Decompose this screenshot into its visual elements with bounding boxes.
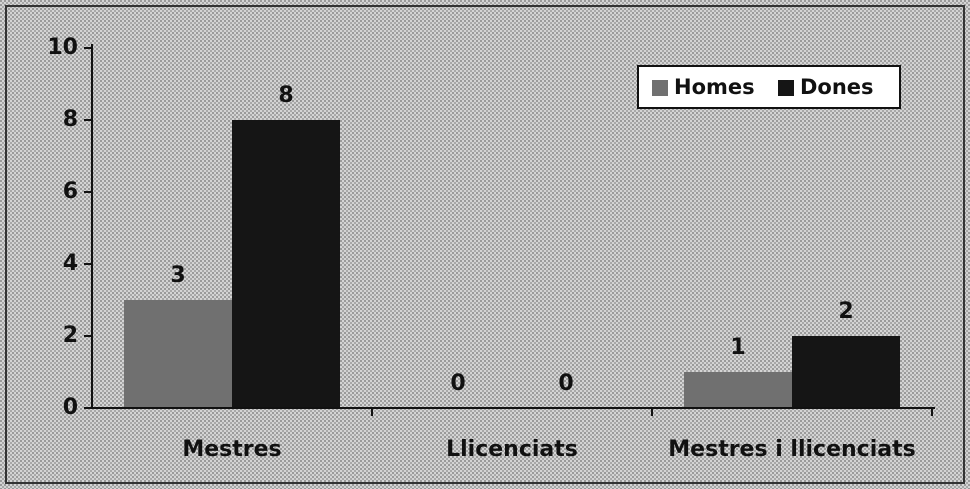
bar: [792, 336, 900, 408]
bar: [684, 372, 792, 408]
x-tick-label: Mestres i llicenciats: [668, 437, 915, 462]
y-tick-label: 0: [63, 395, 78, 420]
x-tick-label: Mestres: [182, 437, 281, 462]
y-tick-label: 10: [47, 35, 78, 60]
value-label: 1: [730, 335, 745, 360]
value-label: 3: [170, 263, 185, 288]
legend-box: [637, 65, 901, 109]
value-label: 0: [558, 371, 573, 396]
bar: [124, 300, 232, 408]
legend-swatch: [652, 80, 668, 96]
y-tick-label: 6: [63, 179, 78, 204]
x-tick-label: Llicenciats: [446, 437, 578, 462]
frame: [5, 5, 965, 484]
y-tick-label: 8: [63, 107, 78, 132]
y-tick-label: 2: [63, 323, 78, 348]
legend-swatch: [778, 80, 794, 96]
value-label: 0: [450, 371, 465, 396]
value-label: 8: [278, 83, 293, 108]
legend-label: Dones: [800, 75, 874, 99]
legend-label: Homes: [674, 75, 755, 99]
value-label: 2: [838, 299, 853, 324]
y-tick-label: 4: [63, 251, 78, 276]
bar: [232, 120, 340, 408]
